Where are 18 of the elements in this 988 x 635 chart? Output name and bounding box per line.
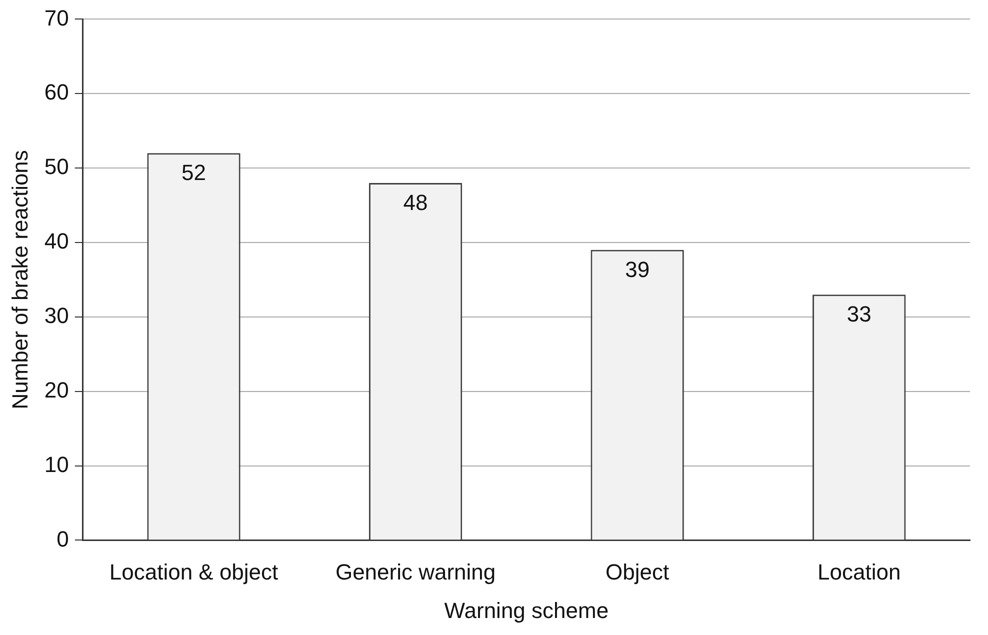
y-tick-label: 60 — [44, 80, 69, 105]
x-tick-label: Object — [606, 559, 670, 584]
y-axis-title: Number of brake reactions — [7, 150, 32, 410]
y-tick-label: 30 — [44, 302, 69, 328]
x-axis-title: Warning scheme — [444, 598, 609, 623]
data-label: 33 — [846, 302, 872, 327]
x-tick-label: Location & object — [109, 559, 278, 584]
y-tick-label: 40 — [44, 228, 69, 254]
y-tick-label: 10 — [44, 452, 69, 477]
y-tick-label: 20 — [44, 377, 69, 402]
x-tick-label: Location — [818, 559, 901, 584]
y-tick-label: 50 — [44, 154, 69, 180]
data-label: 52 — [182, 160, 206, 186]
x-tick-label: Generic warning — [335, 559, 496, 584]
data-label: 39 — [625, 256, 650, 282]
y-tick-label: 0 — [56, 526, 69, 552]
data-label: 48 — [403, 190, 428, 216]
y-tick-label: 70 — [44, 5, 69, 30]
